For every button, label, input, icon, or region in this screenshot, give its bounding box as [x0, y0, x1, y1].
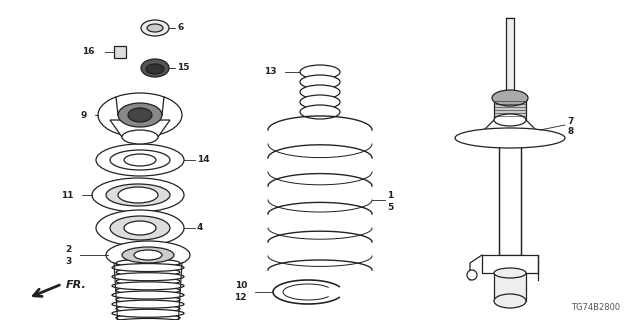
Ellipse shape — [96, 210, 184, 246]
Text: 5: 5 — [387, 203, 393, 212]
Ellipse shape — [128, 108, 152, 122]
Text: 6: 6 — [177, 23, 183, 33]
Ellipse shape — [98, 93, 182, 137]
Bar — [494, 273, 526, 301]
Ellipse shape — [141, 59, 169, 77]
Ellipse shape — [112, 300, 184, 308]
Text: 15: 15 — [177, 63, 189, 73]
Ellipse shape — [494, 294, 526, 308]
Text: 11: 11 — [61, 190, 74, 199]
Ellipse shape — [92, 178, 184, 212]
Bar — [506, 18, 514, 98]
Ellipse shape — [96, 144, 184, 176]
Ellipse shape — [116, 296, 180, 304]
Text: 9: 9 — [81, 110, 87, 119]
Text: FR.: FR. — [66, 280, 87, 290]
Text: 1: 1 — [387, 191, 393, 201]
Ellipse shape — [112, 309, 184, 317]
Polygon shape — [110, 120, 170, 137]
Ellipse shape — [124, 154, 156, 166]
Text: 10: 10 — [235, 282, 247, 291]
Bar — [494, 98, 526, 120]
Ellipse shape — [122, 247, 174, 263]
Ellipse shape — [106, 241, 190, 269]
Text: 3: 3 — [66, 258, 72, 267]
Ellipse shape — [494, 268, 526, 278]
Ellipse shape — [146, 64, 164, 74]
Text: 4: 4 — [197, 223, 204, 233]
Ellipse shape — [116, 259, 180, 267]
Ellipse shape — [147, 24, 163, 32]
Ellipse shape — [116, 268, 180, 276]
Ellipse shape — [116, 314, 180, 320]
Ellipse shape — [110, 216, 170, 240]
Ellipse shape — [116, 305, 180, 313]
Bar — [114, 46, 126, 58]
Ellipse shape — [118, 103, 162, 127]
Polygon shape — [455, 120, 565, 138]
Ellipse shape — [494, 114, 526, 126]
Ellipse shape — [300, 95, 340, 109]
Ellipse shape — [112, 291, 184, 299]
Text: 8: 8 — [567, 127, 573, 137]
Ellipse shape — [122, 130, 158, 144]
Ellipse shape — [300, 75, 340, 89]
Text: 16: 16 — [83, 47, 95, 57]
Ellipse shape — [112, 264, 184, 272]
Ellipse shape — [116, 286, 180, 294]
Ellipse shape — [110, 150, 170, 170]
Ellipse shape — [116, 277, 180, 285]
Ellipse shape — [124, 221, 156, 235]
Ellipse shape — [455, 128, 565, 148]
Ellipse shape — [112, 318, 184, 320]
Text: TG74B2800: TG74B2800 — [571, 303, 620, 312]
Ellipse shape — [118, 187, 158, 203]
Ellipse shape — [300, 65, 340, 79]
Ellipse shape — [112, 282, 184, 290]
Ellipse shape — [134, 250, 162, 260]
Ellipse shape — [141, 20, 169, 36]
Ellipse shape — [106, 184, 170, 206]
Bar — [499, 138, 521, 255]
Text: 13: 13 — [264, 68, 277, 76]
Bar — [482, 255, 538, 273]
Ellipse shape — [492, 90, 528, 106]
Text: 12: 12 — [234, 293, 247, 302]
Text: 14: 14 — [197, 156, 210, 164]
Ellipse shape — [467, 270, 477, 280]
Text: 2: 2 — [66, 245, 72, 254]
Ellipse shape — [112, 273, 184, 281]
Text: 7: 7 — [567, 117, 573, 126]
Ellipse shape — [300, 85, 340, 99]
Ellipse shape — [300, 105, 340, 119]
